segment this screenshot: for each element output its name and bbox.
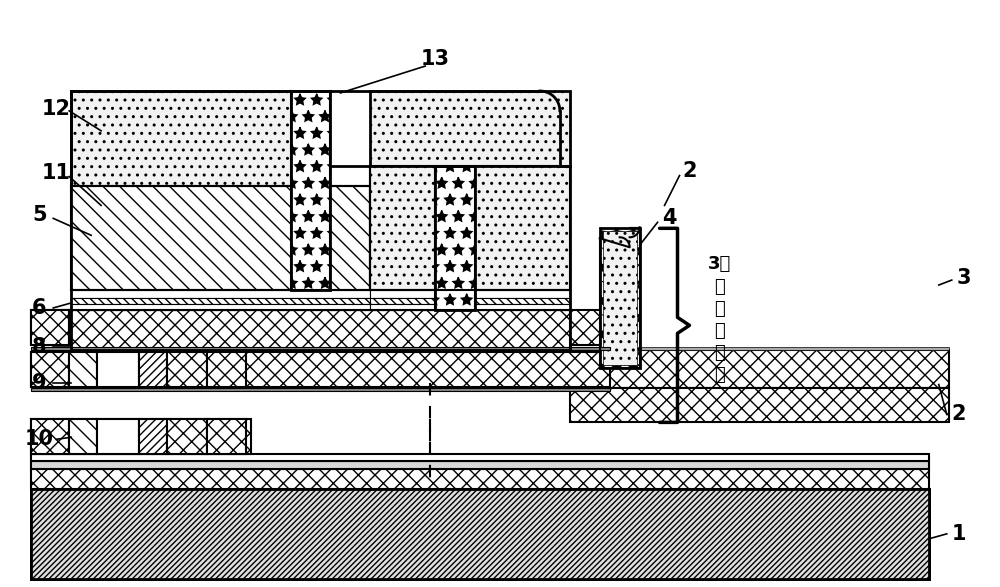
Bar [97, 310, 139, 345]
Bar [207, 310, 246, 345]
Text: 6: 6 [32, 298, 47, 318]
Bar [370, 290, 570, 298]
Bar [31, 461, 929, 469]
Text: 11: 11 [42, 163, 71, 183]
Bar [291, 91, 330, 290]
Text: 8: 8 [32, 337, 47, 357]
Bar [570, 347, 949, 350]
Bar [600, 228, 640, 367]
Bar [31, 419, 69, 454]
Bar [370, 298, 570, 304]
Bar [31, 489, 929, 579]
Bar [71, 298, 370, 304]
Bar [31, 469, 929, 489]
Bar [603, 231, 637, 365]
Text: 13: 13 [421, 49, 450, 69]
Bar [370, 304, 570, 310]
Bar [167, 310, 207, 345]
Text: 12: 12 [42, 99, 71, 119]
Bar [69, 419, 97, 454]
Bar [31, 352, 610, 387]
Bar [31, 454, 929, 461]
Text: 2: 2 [951, 404, 966, 424]
Bar [570, 387, 949, 423]
Bar [31, 352, 69, 387]
Bar [139, 310, 167, 345]
Bar [69, 310, 97, 345]
Bar [71, 304, 370, 310]
Bar [31, 387, 610, 390]
Bar [31, 489, 929, 579]
Text: 9: 9 [32, 373, 47, 393]
Bar [97, 419, 139, 454]
Bar [139, 419, 167, 454]
Bar [31, 310, 610, 345]
Text: 4: 4 [662, 208, 677, 228]
Text: 5: 5 [32, 205, 47, 225]
Bar [570, 350, 949, 387]
Text: 3个
控
制
晶
体
管: 3个 控 制 晶 体 管 [708, 255, 731, 384]
Bar [71, 185, 370, 290]
Text: 3: 3 [956, 268, 971, 288]
Bar [31, 489, 929, 579]
Bar [435, 166, 475, 310]
Bar [31, 310, 69, 345]
Text: 10: 10 [25, 429, 54, 449]
Bar [167, 352, 207, 387]
Bar [31, 347, 610, 350]
Bar [207, 352, 246, 387]
Bar [71, 290, 370, 298]
Text: 2: 2 [682, 161, 697, 181]
Bar [31, 419, 251, 454]
Bar [167, 419, 207, 454]
Text: 1: 1 [951, 524, 966, 544]
Bar [370, 166, 570, 290]
Bar [71, 310, 570, 350]
Bar [71, 91, 291, 185]
Bar [207, 419, 246, 454]
Bar [69, 352, 97, 387]
Bar [370, 91, 570, 166]
Bar [97, 352, 139, 387]
Bar [139, 352, 167, 387]
